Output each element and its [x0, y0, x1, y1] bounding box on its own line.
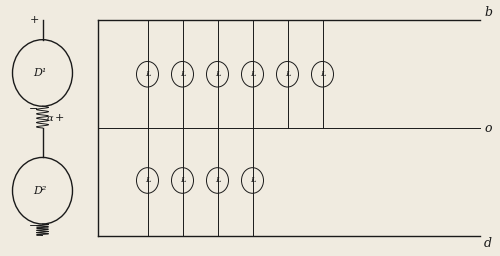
Text: d: d	[484, 237, 492, 250]
Text: L: L	[250, 70, 256, 78]
Ellipse shape	[276, 61, 298, 87]
Text: L: L	[284, 70, 290, 78]
Ellipse shape	[136, 61, 158, 87]
Text: α: α	[46, 114, 53, 123]
Text: L: L	[144, 176, 150, 185]
Text: b: b	[484, 6, 492, 19]
Text: L: L	[180, 176, 186, 185]
Text: L: L	[250, 176, 256, 185]
Text: D²: D²	[34, 186, 46, 196]
Text: L: L	[180, 70, 186, 78]
Text: L: L	[320, 70, 326, 78]
Text: D¹: D¹	[34, 68, 46, 78]
Text: +: +	[55, 113, 64, 123]
Ellipse shape	[242, 168, 264, 193]
Ellipse shape	[172, 61, 194, 87]
Ellipse shape	[312, 61, 334, 87]
Ellipse shape	[136, 168, 158, 193]
Ellipse shape	[206, 168, 229, 193]
Ellipse shape	[206, 61, 229, 87]
Ellipse shape	[242, 61, 264, 87]
Text: L: L	[214, 176, 220, 185]
Ellipse shape	[172, 168, 194, 193]
Text: o: o	[484, 122, 492, 134]
Text: L: L	[214, 70, 220, 78]
Text: L: L	[144, 70, 150, 78]
Text: −: −	[28, 104, 38, 114]
Text: −: −	[28, 221, 38, 231]
Text: +: +	[30, 15, 40, 26]
